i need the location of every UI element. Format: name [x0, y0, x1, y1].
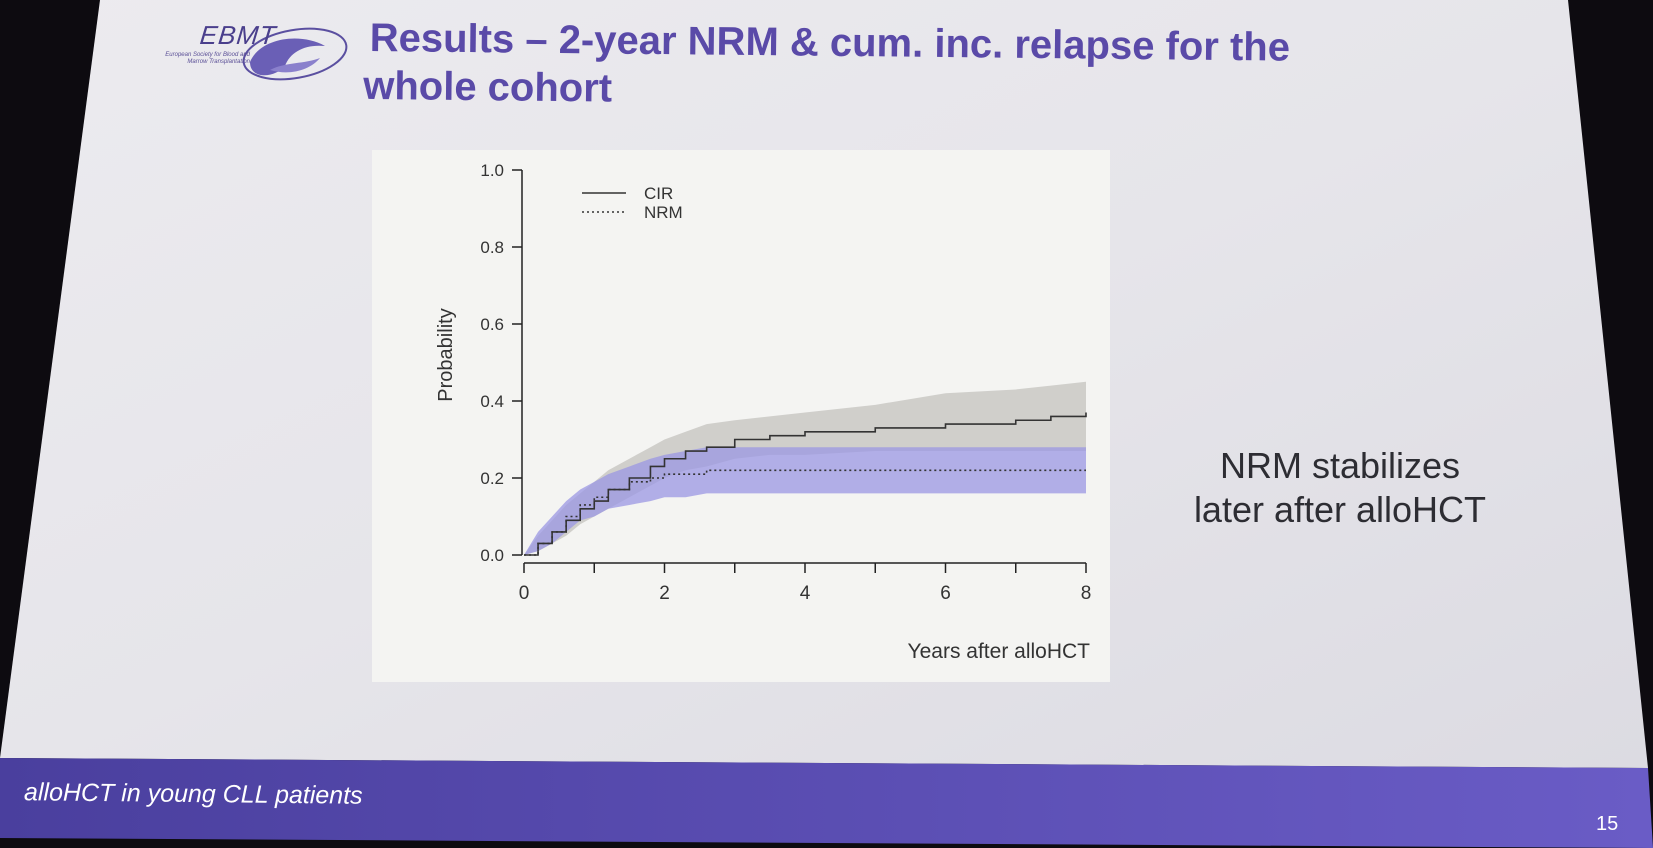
y-tick-label: 0.6	[480, 315, 504, 334]
footer-bar	[0, 758, 1653, 848]
side-note: NRM stabilizes later after alloHCT	[1150, 444, 1530, 532]
y-tick-label: 1.0	[480, 161, 504, 180]
x-tick-label: 4	[800, 583, 811, 604]
y-axis-label: Probability	[435, 308, 457, 401]
x-tick-label: 0	[519, 583, 530, 604]
y-tick-label: 0.8	[480, 238, 504, 257]
y-tick-label: 0.4	[480, 392, 504, 411]
x-tick-label: 8	[1081, 583, 1092, 604]
logo-subtitle-line2: Marrow Transplantation	[187, 59, 250, 65]
side-note-line1: NRM stabilizes	[1219, 445, 1461, 486]
side-note-line2: later after alloHCT	[1193, 489, 1487, 530]
nrm-legend-label: NRM	[644, 203, 683, 222]
ebmt-logo-icon	[242, 27, 348, 81]
x-tick-label: 2	[659, 583, 670, 604]
y-tick-label: 0.0	[480, 546, 504, 565]
x-axis-label: Years after alloHCT	[908, 640, 1091, 663]
cir-legend-label: CIR	[644, 184, 673, 203]
y-tick-label: 0.2	[480, 469, 504, 488]
logo-subtitle: European Society for Blood and Marrow Tr…	[100, 52, 250, 66]
nrm-series-line	[524, 469, 1086, 556]
page-number: 15	[1596, 813, 1619, 835]
footer-label: alloHCT in young CLL patients	[23, 778, 363, 810]
cir-series-line	[524, 412, 1087, 556]
logo-subtitle-line1: European Society for Blood and	[165, 52, 250, 58]
x-tick-label: 6	[940, 583, 951, 604]
